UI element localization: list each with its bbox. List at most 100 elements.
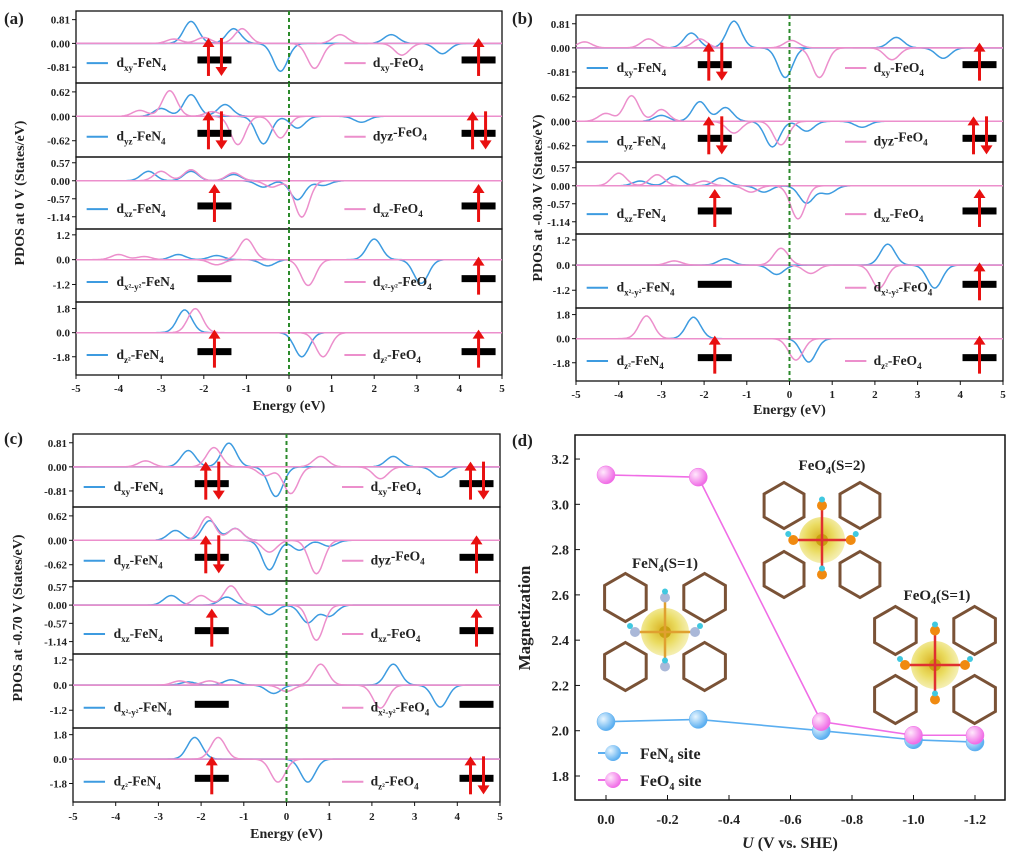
pdos-curve-FeO4-spin-down <box>73 539 500 575</box>
text-part: U <box>742 835 755 852</box>
subplot-yz: 0.620.00-0.62 dyz-FeN4 dyz-FeO4 <box>44 506 501 582</box>
data-point-FeN4 <box>689 710 708 729</box>
text-part: site <box>674 773 701 790</box>
data-point-FeO4 <box>904 725 923 745</box>
text-part: d <box>617 280 625 295</box>
spin-density-lobe <box>697 623 703 629</box>
legend-label-FeN4: dxy-FeN4 <box>617 60 667 78</box>
subplot-xy: 0.810.00-0.81 dxy-FeN4 dxy-FeO4 <box>44 433 501 508</box>
carbon-ring <box>873 604 918 657</box>
legend-label-FeO4: dx²-y²-FeO4 <box>371 700 430 718</box>
oxygen-atom <box>930 694 940 705</box>
spin-up-arrow-icon <box>973 188 986 198</box>
text-part: 4 <box>661 214 666 224</box>
y-tick-label: 0.81 <box>48 438 67 450</box>
oxygen-atom <box>900 660 910 670</box>
text-part: -FeN <box>633 206 662 221</box>
text-part: -FeO <box>387 479 416 494</box>
spin-density-lobe <box>819 565 825 572</box>
y-tick-label: -0.81 <box>44 486 67 498</box>
structure-inset-0 <box>603 571 727 693</box>
legend-label-FeN4: dyz-FeN4 <box>114 553 164 571</box>
energy-level-bar-left <box>194 480 229 488</box>
text-part: z² <box>378 782 385 792</box>
y-tick-label: 3.2 <box>552 453 570 468</box>
spin-up-arrow-icon <box>967 116 980 126</box>
text-part: d <box>116 201 124 216</box>
y-tick-label: 1.8 <box>552 770 570 785</box>
y-tick-label: 3.0 <box>552 498 570 513</box>
legend-label-FeN4: dyz-FeN4 <box>116 129 166 147</box>
text-part: 4 <box>422 133 427 143</box>
text-part: FeN <box>632 556 659 572</box>
x-tick-label: 0 <box>787 389 793 401</box>
x-tick-label: 3 <box>414 383 420 395</box>
text-part: d <box>373 347 381 362</box>
pdos-curve-FeN4-spin-up <box>73 736 500 760</box>
x-tick-label: 1 <box>829 389 835 401</box>
text-part: 4 <box>420 557 425 567</box>
y-tick-label: -0.62 <box>44 560 67 572</box>
text-part: d <box>874 60 882 75</box>
text-part: -FeO <box>890 60 919 75</box>
text-part: 4 <box>416 355 421 365</box>
structure-inset-2 <box>873 604 997 726</box>
legend-label-FeN4: dxz-FeN4 <box>114 626 164 644</box>
legend-label-FeN4: dxy-FeN4 <box>114 479 164 497</box>
text-part: d <box>114 626 122 641</box>
spin-density-lobe <box>932 690 938 697</box>
text-part: -FeN <box>130 553 159 568</box>
y-tick-label: -0.62 <box>47 136 70 148</box>
carbon-ring <box>838 480 882 531</box>
text-part: 4 <box>170 282 175 292</box>
text-part: -FeN <box>141 274 170 289</box>
spin-up-arrow-icon <box>202 111 215 121</box>
energy-level-bar-left <box>197 275 232 283</box>
text-part: -FeN <box>132 129 161 144</box>
x-tick-label: 4 <box>958 389 964 401</box>
y-tick-label: -1.14 <box>47 212 70 224</box>
spin-up-arrow-icon <box>205 756 218 766</box>
y-tick-label: -1.8 <box>53 352 71 364</box>
y-tick-label: 0.62 <box>551 92 571 104</box>
spin-up-arrow-icon <box>472 183 485 193</box>
structure-inset-1 <box>762 480 882 600</box>
y-tick-label: 0.62 <box>51 87 71 99</box>
subplot-yz: 0.620.00-0.62 dyz-FeN4 dyz-FeO4 <box>547 87 1004 163</box>
carbon-ring <box>838 549 882 600</box>
carbon-ring <box>873 673 918 726</box>
pdos-curve-FeN4-spin-up <box>76 309 502 334</box>
x-tick-label: -4 <box>614 389 624 401</box>
energy-level-bar-right <box>962 134 997 142</box>
text-part: z² <box>881 361 888 371</box>
text-part: xy <box>124 63 134 73</box>
pdos-curve-FeO4-spin-down <box>76 42 502 70</box>
nitrogen-atom <box>690 627 700 637</box>
legend-label-FeO4: dxz-FeO4 <box>371 626 421 644</box>
text-part: 4 <box>419 63 424 73</box>
x-tick-label: -5 <box>71 383 81 395</box>
x-tick-label: 4 <box>455 811 461 823</box>
text-part: 4 <box>670 288 675 298</box>
y-tick-label: -1.8 <box>50 779 68 791</box>
data-point-FeO4 <box>596 465 616 485</box>
pdos-panel-a: (a)PDOS at 0 V (States/eV)0.810.00-0.81 d… <box>4 9 505 414</box>
x-axis-label: U (V vs. SHE) <box>742 835 838 852</box>
legend-label-FeN4: dxz-FeN4 <box>617 206 667 224</box>
spin-up-arrow-icon <box>466 111 479 121</box>
legend-label-FeO4: dx²-y²-FeO4 <box>373 274 432 292</box>
text-part: d <box>116 55 124 70</box>
spin-up-arrow-icon <box>708 188 721 198</box>
spin-down-arrow-icon <box>212 564 225 574</box>
pdos-curve-FeO4-spin-up <box>576 315 1003 340</box>
text-part: d <box>116 274 124 289</box>
spin-down-arrow-icon <box>980 145 993 155</box>
data-point-FeN4 <box>596 712 616 731</box>
text-part: d <box>371 626 379 641</box>
legend-label-FeN4: dz²-FeN4 <box>114 774 162 792</box>
oxygen-atom <box>960 660 970 670</box>
subplot-yz: 0.620.00-0.62 dyz-FeN4 dyz-FeO4 <box>47 82 503 158</box>
y-tick-label: -1.2 <box>53 279 71 291</box>
text-part: 4 <box>414 782 419 792</box>
text-part: 4 <box>418 209 423 219</box>
